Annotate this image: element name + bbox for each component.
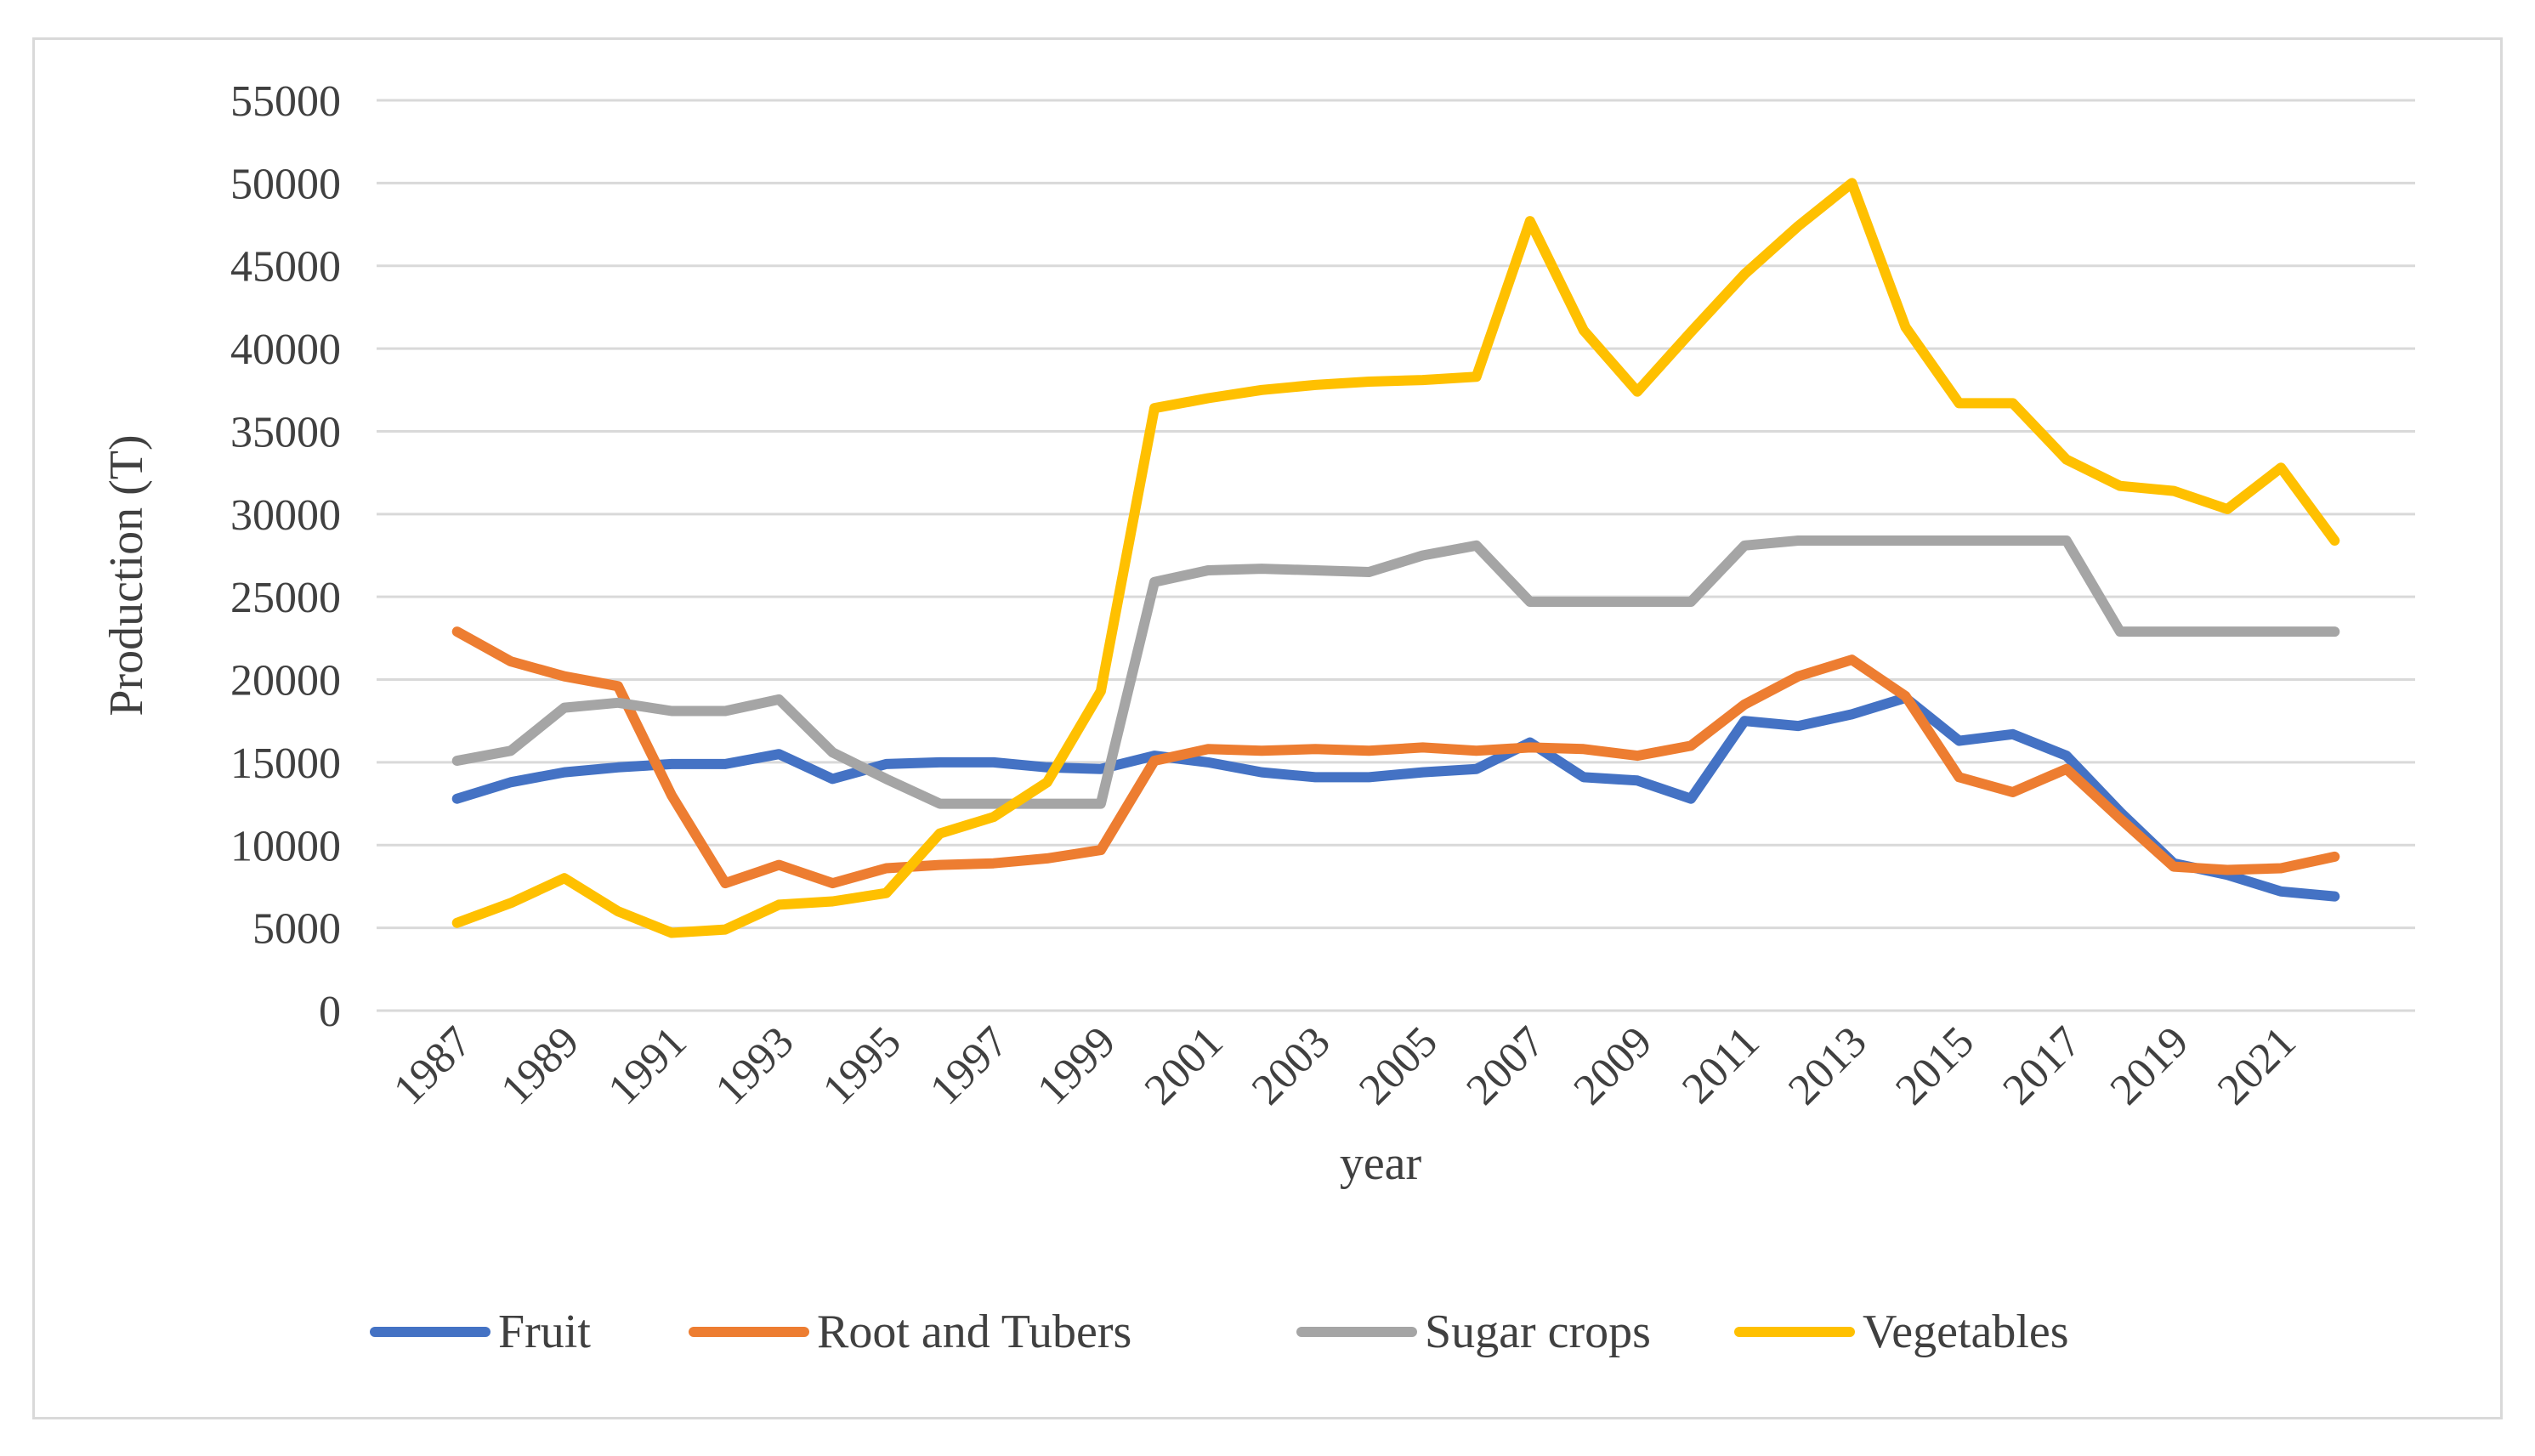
x-tick-label: 2011 — [1673, 1017, 1768, 1113]
x-tick-label: 1995 — [814, 1017, 910, 1114]
y-tick-label: 15000 — [230, 739, 341, 788]
series-line-root-and-tubers — [451, 626, 2340, 889]
y-tick-label: 20000 — [230, 657, 341, 705]
x-axis-title: year — [1340, 1137, 1422, 1190]
x-tick-label: 2017 — [1993, 1017, 2090, 1114]
legend: Fruit Root and Tubers Sugar crops Vegetable… — [370, 1306, 2069, 1358]
line-chart: 0 5000 10000 15000 20000 25000 30000 35000 40000… — [100, 77, 2415, 1358]
y-tick-label: 30000 — [230, 491, 341, 540]
series-line-sugar-crops — [451, 535, 2340, 809]
x-tick-label: 2007 — [1457, 1017, 1554, 1114]
x-tick-label: 2021 — [2209, 1017, 2305, 1114]
y-axis-title: Production (T) — [100, 434, 153, 716]
x-tick-label: 1987 — [384, 1017, 481, 1114]
series-line-vegetables — [451, 178, 2340, 938]
legend-label-sugar-crops: Sugar crops — [1425, 1306, 1651, 1358]
y-tick-label: 5000 — [252, 905, 341, 954]
y-tick-label: 0 — [319, 988, 341, 1036]
x-tick-label: 1989 — [492, 1017, 589, 1114]
legend-label-vegetables: Vegetables — [1863, 1306, 2069, 1358]
legend-label-fruit: Fruit — [498, 1306, 591, 1358]
x-tick-label: 1999 — [1029, 1017, 1126, 1114]
y-tick-label: 10000 — [230, 822, 341, 870]
x-tick-label: 1991 — [599, 1017, 696, 1114]
y-tick-label: 35000 — [230, 408, 341, 456]
y-tick-label: 50000 — [230, 160, 341, 208]
x-tick-label: 2009 — [1565, 1017, 1662, 1114]
x-tick-label: 2003 — [1243, 1017, 1340, 1114]
y-tick-label: 25000 — [230, 574, 341, 622]
y-tick-label: 55000 — [230, 77, 341, 126]
y-tick-label: 40000 — [230, 326, 341, 374]
x-tick-label: 2005 — [1350, 1017, 1447, 1114]
y-tick-label: 45000 — [230, 243, 341, 292]
chart-frame: 0 5000 10000 15000 20000 25000 30000 35000 40000… — [32, 37, 2503, 1419]
x-tick-label: 1997 — [921, 1017, 1018, 1114]
x-tick-label: 1993 — [706, 1017, 803, 1114]
y-axis-ticks: 0 5000 10000 15000 20000 25000 30000 35000 40000… — [230, 77, 341, 1036]
x-tick-label: 2013 — [1779, 1017, 1876, 1114]
legend-label-root-and-tubers: Root and Tubers — [817, 1306, 1131, 1358]
x-tick-label: 2019 — [2101, 1017, 2198, 1114]
x-axis-ticks: 1987 1989 1991 1993 1995 1997 1999 2001 2003 2005… — [384, 1017, 2305, 1114]
series-lines — [451, 178, 2340, 938]
x-tick-label: 2001 — [1136, 1017, 1233, 1114]
gridlines — [377, 99, 2415, 1012]
series-line-fruit — [451, 693, 2340, 902]
x-tick-label: 2015 — [1886, 1017, 1983, 1114]
